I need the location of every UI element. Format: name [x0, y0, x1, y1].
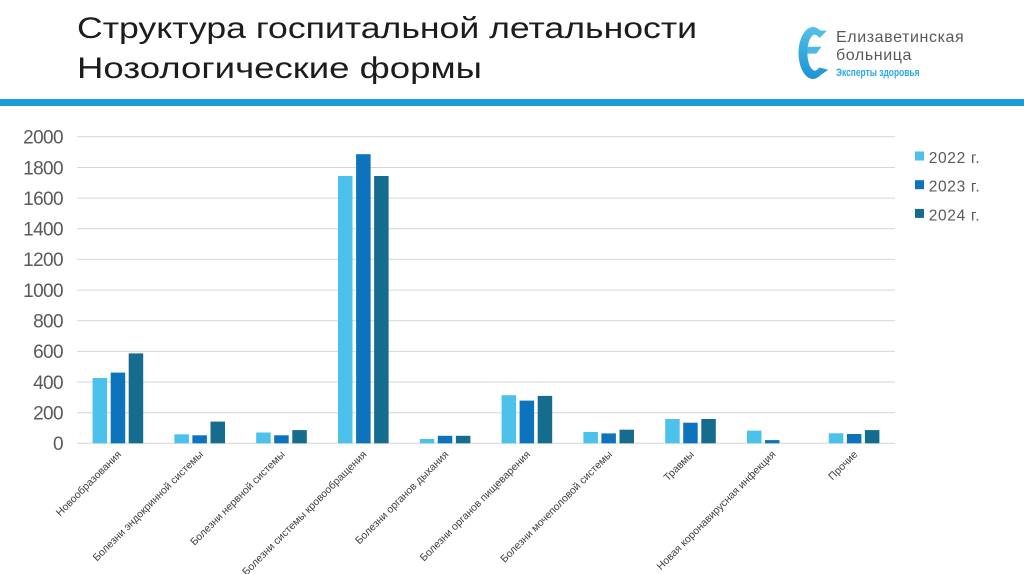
svg-text:Болезни органов дыхания: Болезни органов дыхания: [353, 449, 451, 547]
svg-text:Прочие: Прочие: [826, 449, 860, 483]
svg-text:1800: 1800: [23, 158, 63, 179]
svg-text:400: 400: [33, 373, 63, 394]
svg-text:Травмы: Травмы: [661, 449, 696, 484]
svg-text:200: 200: [33, 404, 63, 425]
svg-text:Болезни нервной системы: Болезни нервной системы: [188, 449, 288, 549]
svg-text:2023 г.: 2023 г.: [929, 179, 981, 196]
svg-text:2022 г.: 2022 г.: [929, 150, 981, 167]
svg-text:2024 г.: 2024 г.: [929, 207, 981, 224]
svg-text:600: 600: [33, 342, 63, 363]
svg-text:Новообразования: Новообразования: [54, 449, 124, 519]
svg-text:2000: 2000: [23, 128, 63, 149]
svg-text:1000: 1000: [23, 281, 63, 302]
svg-text:800: 800: [33, 312, 63, 333]
svg-text:0: 0: [53, 434, 63, 455]
svg-text:1600: 1600: [23, 189, 63, 210]
svg-text:1200: 1200: [23, 250, 63, 271]
svg-text:1400: 1400: [23, 220, 63, 241]
